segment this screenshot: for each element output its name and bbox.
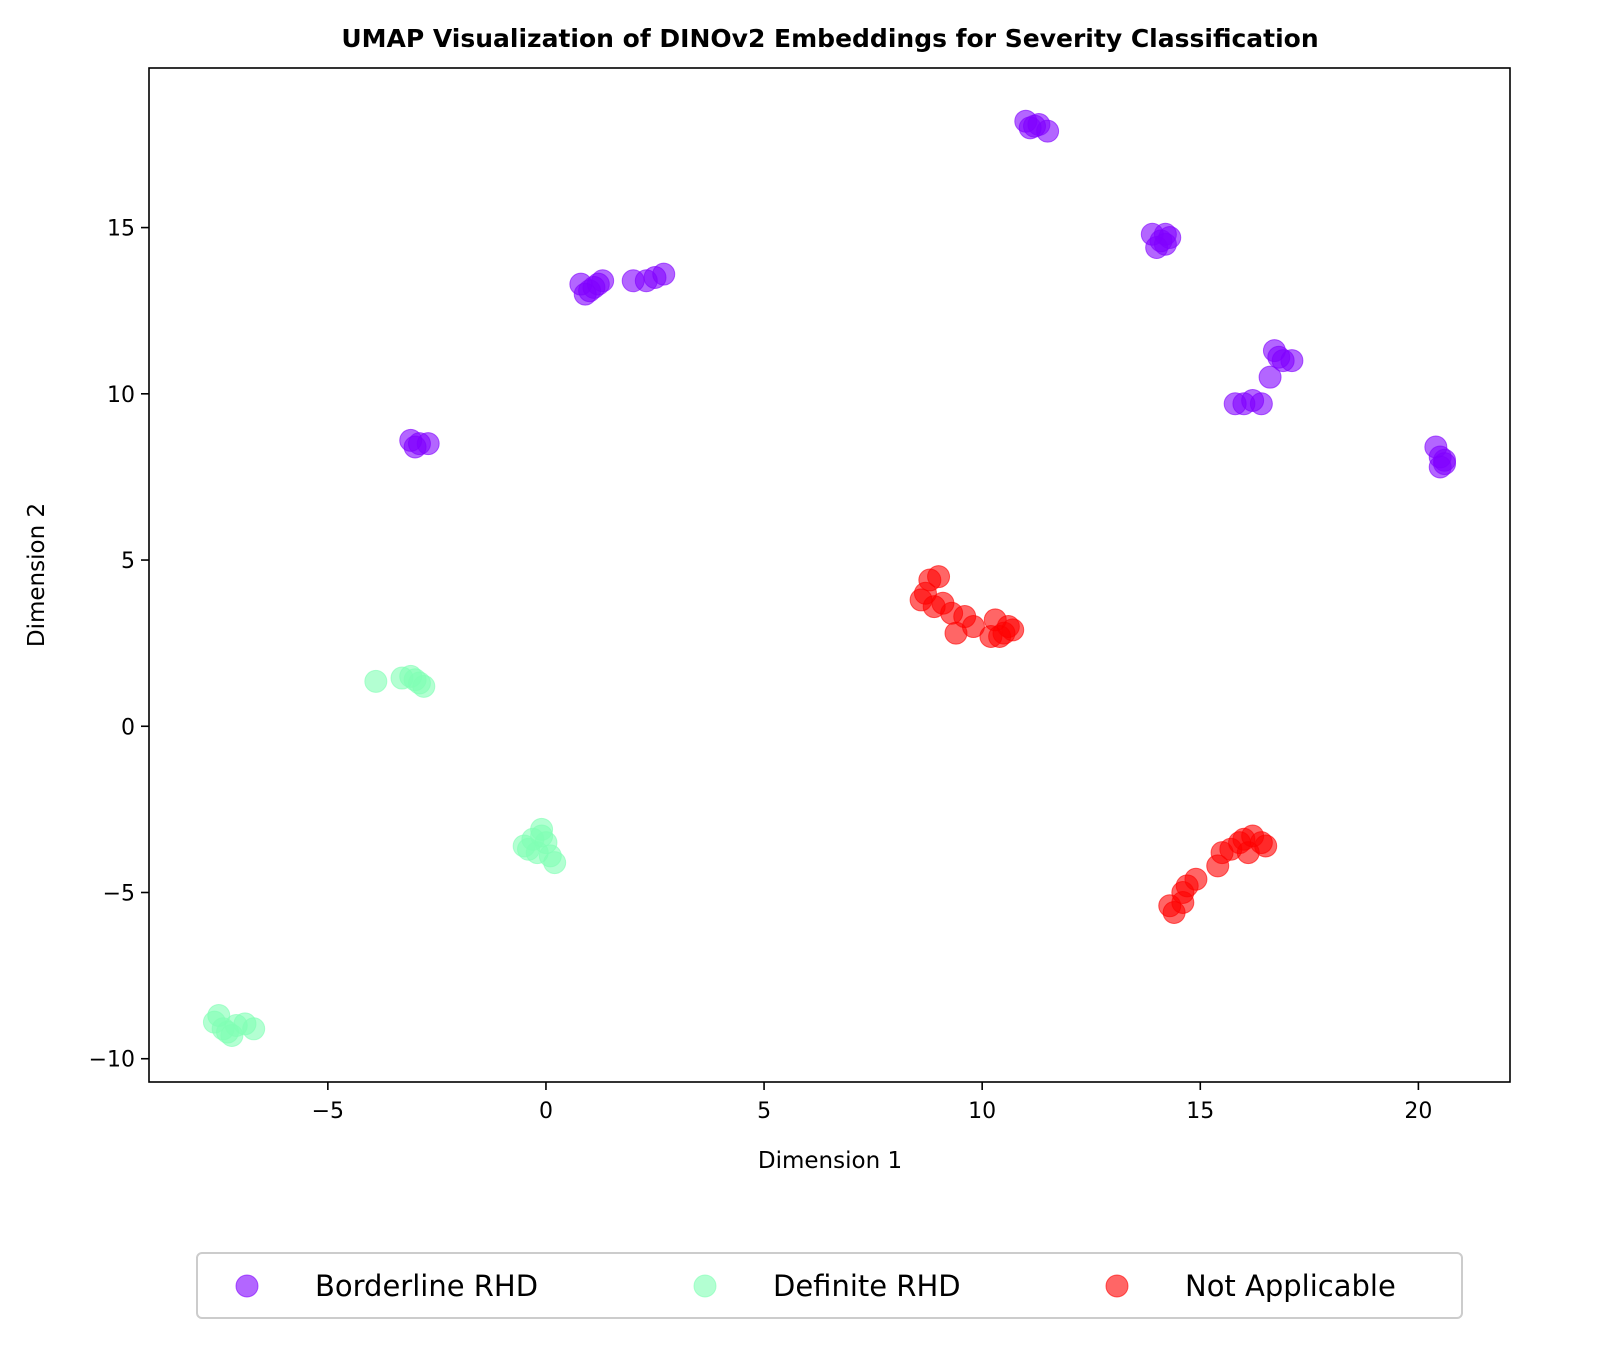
data-point-borderline-rhd (1258, 365, 1282, 389)
legend-label: Not Applicable (1185, 1269, 1396, 1303)
data-point-not-applicable (1184, 867, 1208, 891)
data-point-definite-rhd (207, 1004, 231, 1028)
data-point-definite-rhd (517, 837, 541, 861)
x-tick-label: 20 (1404, 1099, 1432, 1124)
data-point-borderline-rhd (652, 262, 676, 286)
data-point-not-applicable (988, 625, 1012, 649)
data-point-not-applicable (1254, 834, 1278, 858)
x-tick-label: 0 (539, 1099, 553, 1124)
y-tick-label: 15 (107, 217, 135, 242)
data-point-borderline-rhd (1153, 232, 1177, 256)
y-tick-label: 10 (107, 383, 135, 408)
data-point-definite-rhd (543, 851, 567, 875)
chart-title: UMAP Visualization of DINOv2 Embeddings … (341, 24, 1318, 53)
data-point-not-applicable (927, 565, 951, 589)
data-point-borderline-rhd (1249, 392, 1273, 416)
y-axis-label: Dimension 2 (24, 503, 50, 647)
data-point-not-applicable (961, 615, 985, 639)
data-point-definite-rhd (364, 669, 388, 693)
y-tick-label: −10 (89, 1048, 135, 1073)
x-tick-label: 15 (1186, 1099, 1214, 1124)
data-point-not-applicable (1228, 831, 1252, 855)
legend-marker-icon (693, 1274, 717, 1298)
data-point-definite-rhd (399, 664, 423, 688)
x-axis: −5 0 5 10 15 20 (312, 1082, 1432, 1124)
plot-points (202, 109, 1457, 1047)
data-point-borderline-rhd (1267, 345, 1291, 369)
x-axis-label: Dimension 1 (758, 1148, 902, 1174)
legend-label: Definite RHD (773, 1269, 961, 1303)
legend: Borderline RHD Definite RHD Not Applicable (196, 1252, 1463, 1319)
legend-marker-icon (1105, 1274, 1129, 1298)
data-point-definite-rhd (242, 1017, 266, 1041)
legend-label: Borderline RHD (315, 1269, 538, 1303)
legend-box (196, 1252, 1463, 1319)
x-tick-label: −5 (312, 1099, 344, 1124)
data-point-borderline-rhd (403, 435, 427, 459)
y-tick-label: 0 (121, 715, 135, 740)
data-point-definite-rhd (220, 1023, 244, 1047)
legend-marker-icon (235, 1274, 259, 1298)
x-tick-label: 10 (968, 1099, 996, 1124)
data-point-borderline-rhd (1433, 448, 1457, 472)
y-tick-label: 5 (121, 549, 135, 574)
y-tick-label: −5 (103, 881, 135, 906)
plot-frame (148, 67, 1511, 1083)
data-point-borderline-rhd (1023, 114, 1047, 138)
y-axis: −10 −5 0 5 10 15 (89, 217, 149, 1073)
data-point-borderline-rhd (573, 282, 597, 306)
x-tick-label: 5 (757, 1099, 771, 1124)
